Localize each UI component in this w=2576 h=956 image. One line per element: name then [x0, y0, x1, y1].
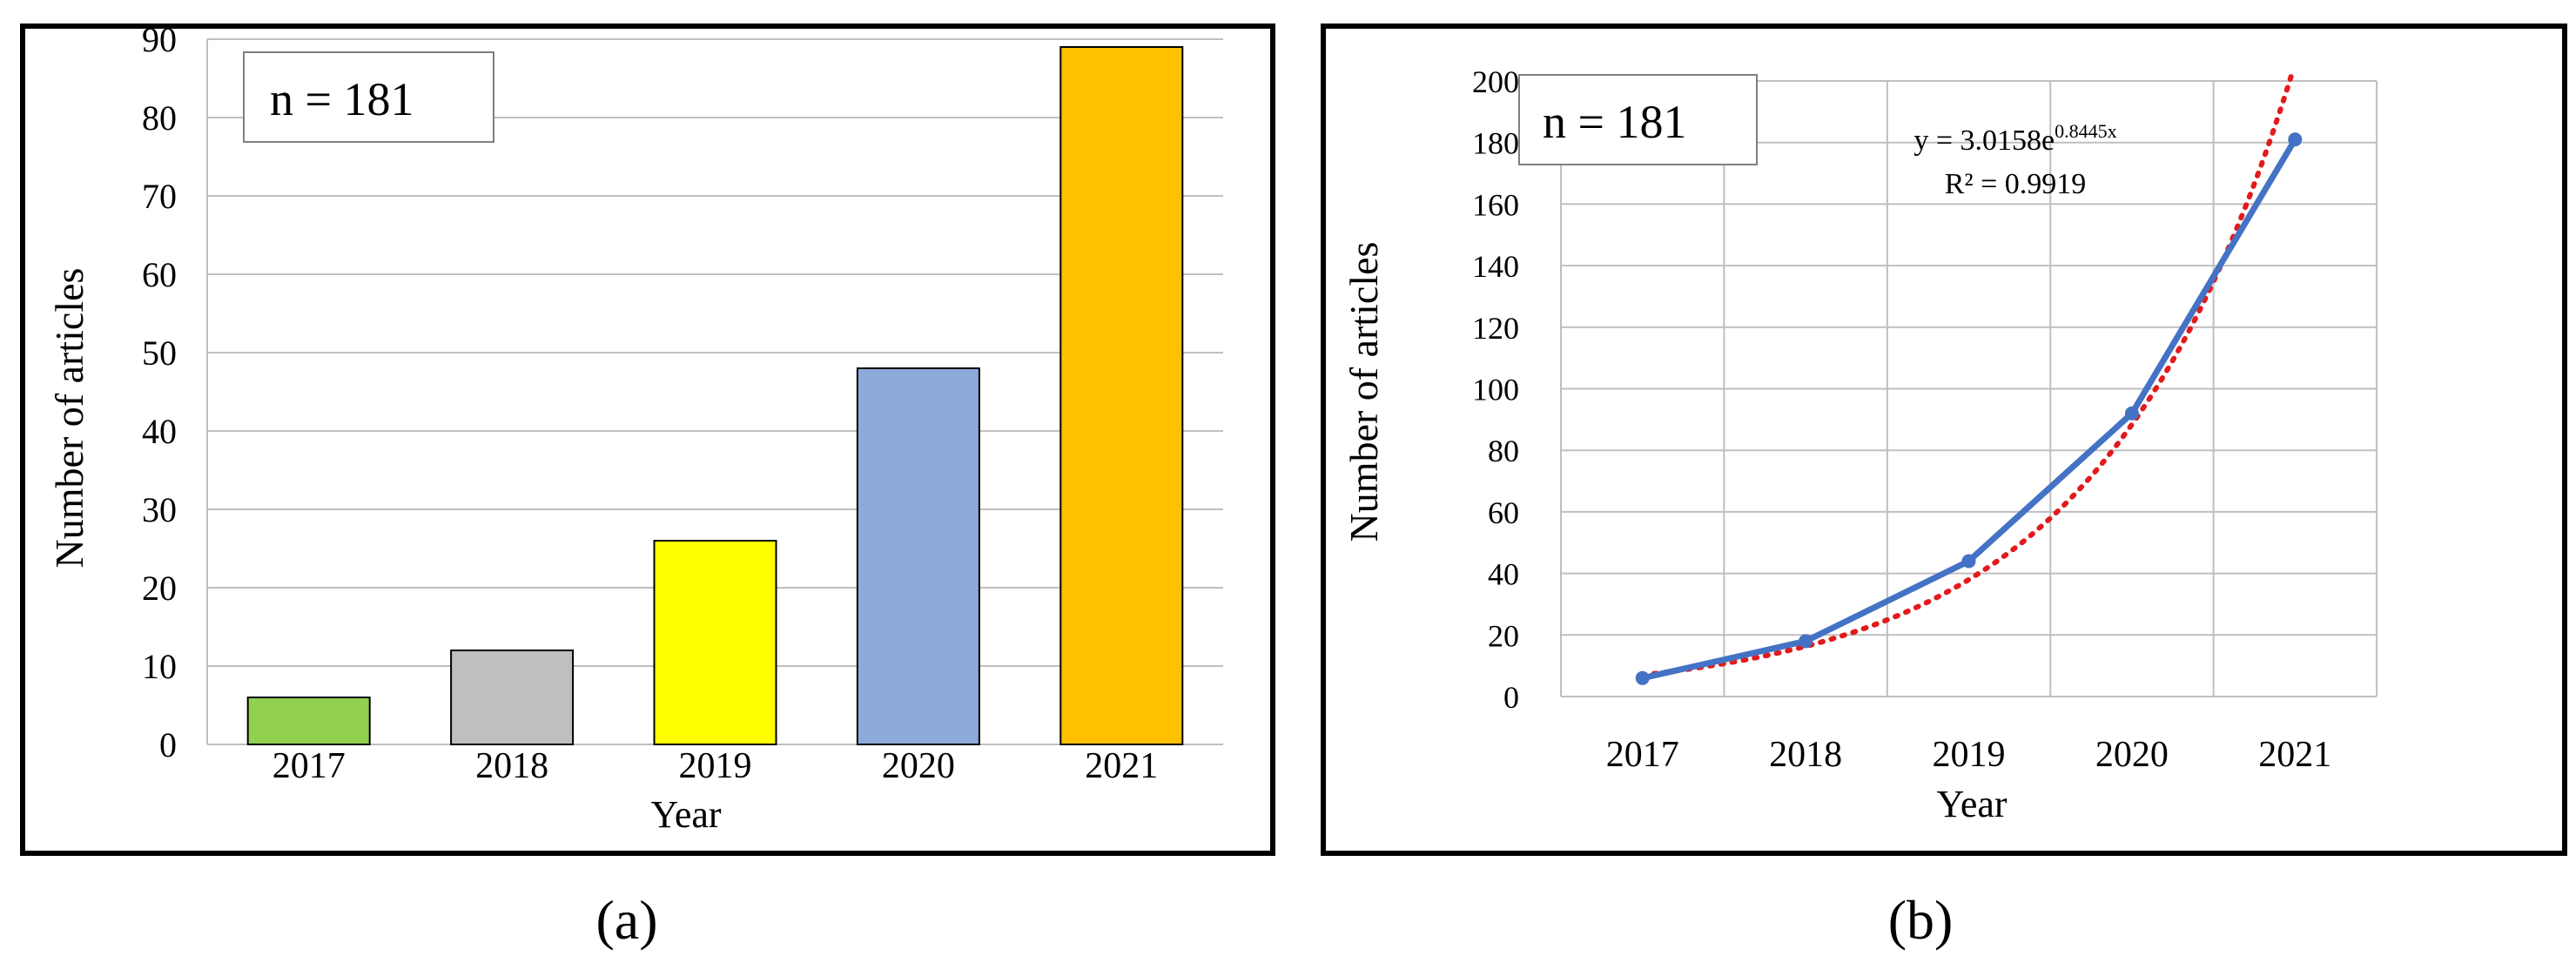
panel-b-trend-equation: y = 3.0158e0.8445x [1914, 120, 2116, 157]
panel-b-y-tick-label: 140 [1472, 249, 1519, 284]
panel-b-trendline [1639, 66, 2297, 678]
panel-b-y-tick-labels: 0 20 40 60 80 100 120 140 160 180 200 [1472, 64, 1519, 715]
panel-a-y-tick-label: 10 [142, 647, 177, 686]
panel-a-x-tick-label: 2020 [882, 746, 955, 786]
panel-a: 0 10 20 30 40 50 60 70 80 90 2017 2018 2019 2020 2021… [20, 20, 1275, 856]
panel-b-trend-r2: R² = 0.9919 [1945, 168, 2087, 200]
panel-b-trend-equation-exponent: 0.8445x [2055, 120, 2117, 142]
panel-a-bar [653, 540, 777, 745]
caption-b: (b) [1888, 889, 1954, 951]
panel-b-y-tick-label: 160 [1472, 187, 1519, 222]
panel-b-data-point [1799, 634, 1813, 649]
panel-b-x-tick-label: 2018 [1769, 735, 1842, 775]
panel-b-data-point [2124, 406, 2139, 421]
panel-a-bar [450, 650, 575, 745]
panel-a-y-tick-labels: 0 10 20 30 40 50 60 70 80 90 [142, 20, 177, 764]
panel-b-x-tick-label: 2021 [2258, 735, 2331, 775]
panel-b-x-tick-label: 2017 [1606, 735, 1679, 775]
panel-b-series [1635, 132, 2303, 685]
panel-a-x-tick-labels: 2017 2018 2019 2020 2021 [272, 746, 1159, 786]
panel-b-trendline-path [1639, 66, 2297, 678]
panel-b-gridlines [1560, 80, 2378, 697]
panel-b-data-point [1635, 670, 1650, 685]
panel-a-bar [856, 367, 980, 745]
panel-b-y-tick-label: 120 [1472, 311, 1519, 346]
panel-b: 0 20 40 60 80 100 120 140 160 180 200 2017 2018 2019… [1321, 24, 2567, 856]
panel-a-y-tick-label: 50 [142, 333, 177, 373]
caption-a-text: (a) [595, 889, 657, 951]
panel-b-annotation: n = 181 [1543, 96, 1686, 148]
panel-b-y-axis-label: Number of articles [1342, 242, 1386, 542]
panel-a-y-tick-label: 80 [142, 98, 177, 138]
panel-b-y-tick-label: 20 [1488, 618, 1519, 653]
panel-b-y-tick-label: 60 [1488, 495, 1519, 530]
panel-b-y-tick-label: 180 [1472, 126, 1519, 161]
panel-b-trend-equation-base: y = 3.0158e [1914, 125, 2055, 157]
panel-b-x-axis-label: Year [1936, 783, 2007, 825]
panel-a-y-tick-label: 0 [159, 725, 177, 764]
panel-b-x-tick-label: 2019 [1933, 735, 2006, 775]
panel-a-bars [246, 46, 1184, 745]
panel-a-x-tick-label: 2017 [272, 746, 346, 786]
panel-b-y-tick-label: 80 [1488, 434, 1519, 468]
panel-b-y-tick-label: 100 [1472, 373, 1519, 407]
panel-a-x-tick-label: 2019 [679, 746, 752, 786]
panel-a-x-axis-label: Year [650, 793, 721, 836]
panel-b-annotation-box [1518, 74, 1758, 165]
panel-a-x-tick-label: 2018 [475, 746, 548, 786]
panel-a-annotation: n = 181 [270, 73, 414, 125]
panel-a-y-axis-label: Number of articles [47, 268, 91, 569]
panel-a-y-tick-label: 40 [142, 412, 177, 451]
panel-b-y-tick-label: 40 [1488, 557, 1519, 592]
panel-b-data-point [1961, 554, 1976, 569]
panel-a-y-tick-label: 90 [142, 20, 177, 59]
panel-a-y-tick-label: 20 [142, 569, 177, 608]
panel-a-y-tick-label: 70 [142, 177, 177, 216]
caption-a: (a) [595, 889, 657, 951]
panel-a-y-tick-label: 60 [142, 255, 177, 294]
caption-b-text: (b) [1888, 889, 1954, 951]
panel-b-y-tick-label: 200 [1472, 64, 1519, 99]
panel-a-bar [1059, 46, 1184, 745]
panel-b-data-point [2288, 132, 2303, 147]
panel-a-annotation-box [243, 51, 494, 143]
panel-b-x-tick-label: 2020 [2095, 735, 2169, 775]
panel-a-bar [246, 697, 371, 745]
panel-b-y-tick-label: 0 [1503, 680, 1519, 715]
panel-b-x-tick-labels: 2017 2018 2019 2020 2021 [1606, 735, 2332, 775]
panel-a-x-tick-label: 2021 [1085, 746, 1158, 786]
panel-a-y-tick-label: 30 [142, 490, 177, 529]
